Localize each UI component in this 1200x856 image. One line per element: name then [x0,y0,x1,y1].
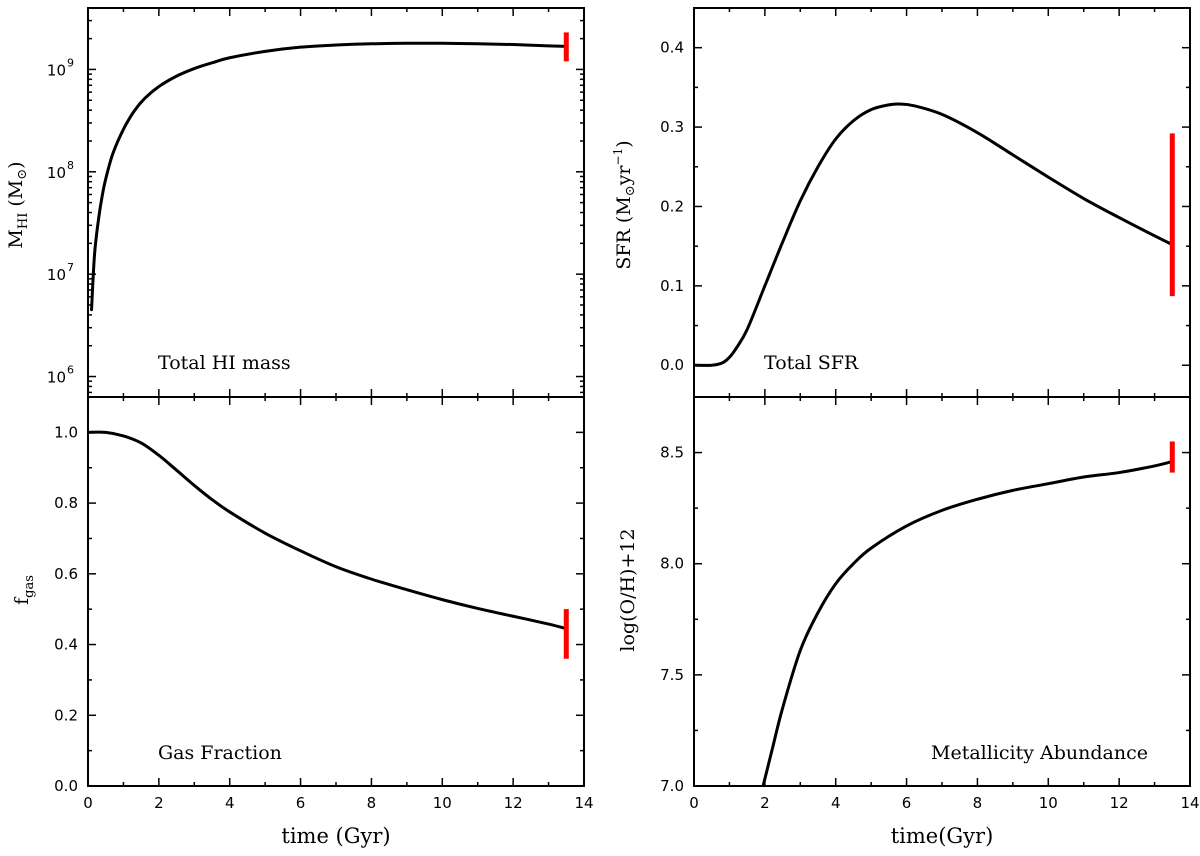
series-line-model [90,41,568,312]
x-tick-label: 0 [689,794,699,812]
x-axis-title: time (Gyr) [281,824,390,848]
y-tick-label: 8.0 [660,555,684,573]
y-tick-exponent: 7 [67,261,74,274]
y-tick-exponent: 9 [67,56,74,69]
y-tick-label: 0.4 [54,636,78,654]
series-line-model [761,459,1174,786]
y-axis-title: log(O/H)+12 [617,528,639,651]
x-tick-label: 8 [367,794,377,812]
y-tick-label: 10 [47,61,66,79]
x-tick-label: 14 [1180,794,1199,812]
plot-frame [693,7,1191,398]
panel-sfr: 0.0 0.1 0.2 0.3 0.4 SFR (M⊙yr−1) Total SFR [611,7,1191,398]
y-tick-label: 0.2 [660,197,684,215]
y-tick-label: 0.2 [54,706,78,724]
x-tick-label: 12 [504,794,523,812]
y-tick-label: 0.1 [660,277,684,295]
y-tick-label: 0.4 [660,39,684,57]
y-tick-label: 10 [47,369,66,387]
y-axis-title: MHI (M⊙) [5,161,31,248]
y-tick-label: 1.0 [54,423,78,441]
panel-annotation: Gas Fraction [158,742,282,764]
x-tick-label: 4 [831,794,841,812]
y-tick-label: 7.0 [660,777,684,795]
y-axis-title: fgas [11,575,37,605]
y-tick-label: 0.6 [54,565,78,583]
y-axis-title: SFR (M⊙yr−1) [611,140,638,269]
y-tick-label: 0.0 [54,777,78,795]
x-tick-label: 0 [83,794,93,812]
x-tick-label: 12 [1110,794,1129,812]
plot-frame [87,396,585,787]
y-tick-label: 0.3 [660,118,684,136]
plot-frame [693,396,1191,787]
x-tick-label: 14 [574,794,593,812]
x-tick-label: 10 [433,794,452,812]
y-tick-label: 7.5 [660,666,684,684]
y-tick-label: 10 [47,266,66,284]
x-tick-label: 4 [225,794,235,812]
y-tick-label: 10 [47,164,66,182]
panel-annotation: Total HI mass [158,352,291,374]
x-tick-label: 8 [973,794,983,812]
x-tick-label: 6 [296,794,306,812]
panel-annotation: Metallicity Abundance [931,742,1148,764]
plot-frame [87,7,585,398]
y-tick-exponent: 8 [67,159,74,172]
panel-fgas: 0 2 4 6 8 10 12 14 time (Gyr) 0.0 0.2 0.4 0.6 0.8 1.0 f… [11,396,594,848]
x-tick-label: 2 [154,794,164,812]
panel-oh: 0 2 4 6 8 10 12 14 time(Gyr) 7.0 7.5 8.0 8.5 log(O/H)… [617,396,1200,848]
series-line-model [694,102,1174,367]
series-line-model [88,430,568,631]
y-tick-label: 0.0 [660,356,684,374]
x-tick-label: 10 [1039,794,1058,812]
y-tick-exponent: 6 [67,364,74,377]
y-tick-label: 0.8 [54,494,78,512]
panel-annotation: Total SFR [764,352,859,374]
x-tick-label: 6 [902,794,912,812]
y-tick-label: 8.5 [660,444,684,462]
x-tick-label: 2 [760,794,770,812]
x-axis-title: time(Gyr) [891,824,994,848]
